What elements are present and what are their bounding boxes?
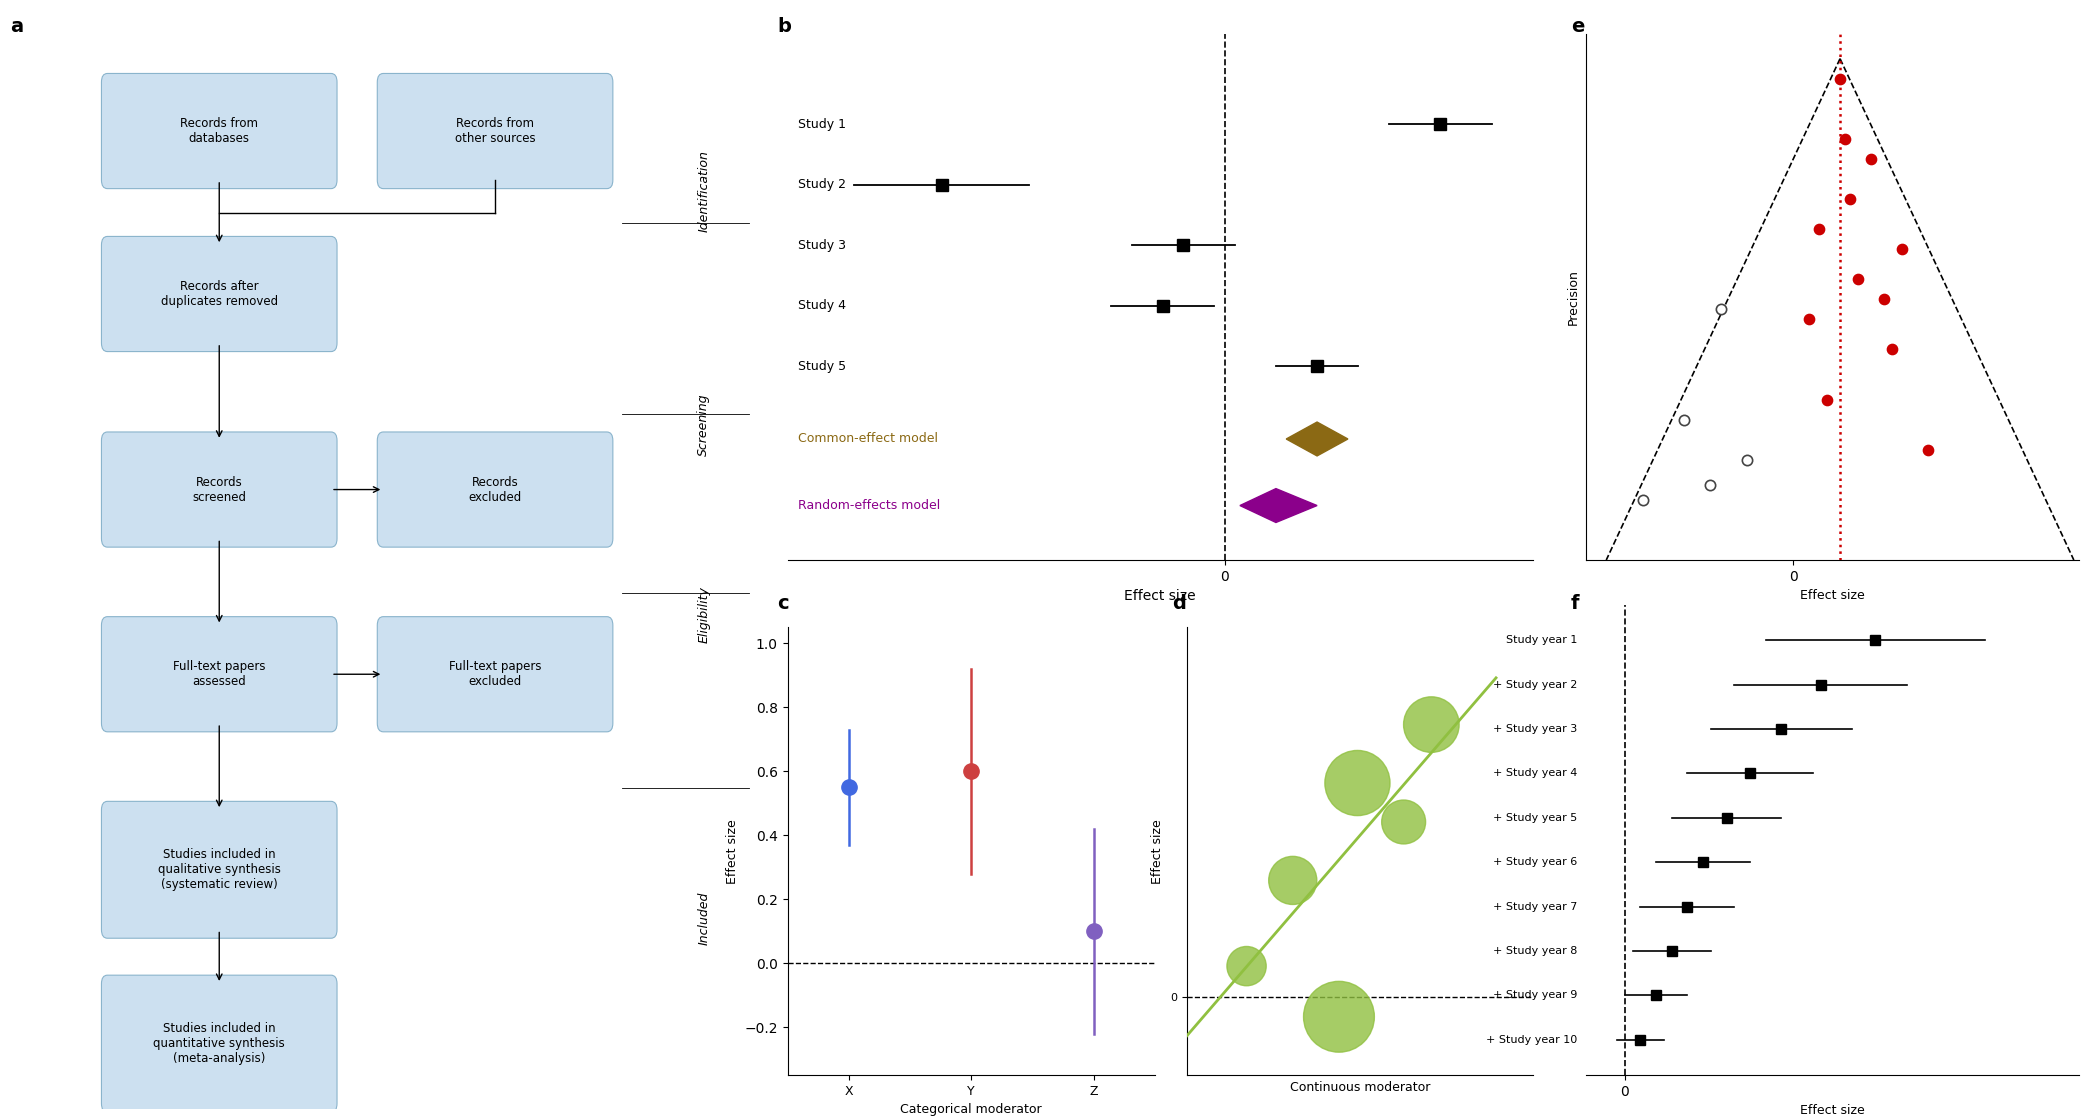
Text: Full-text papers
assessed: Full-text papers assessed (172, 661, 265, 688)
Point (1842, 270, 1875, 288)
FancyBboxPatch shape (378, 74, 613, 188)
FancyBboxPatch shape (101, 74, 336, 188)
X-axis label: Continuous moderator: Continuous moderator (1289, 1081, 1430, 1094)
Text: Records
screened: Records screened (193, 476, 246, 504)
Point (1340, 774, 1373, 792)
Text: Studies included in
quantitative synthesis
(meta-analysis): Studies included in quantitative synthes… (153, 1023, 286, 1065)
Text: + Study year 4: + Study year 4 (1493, 768, 1577, 778)
Point (1802, 221, 1835, 239)
Y-axis label: Effect size: Effect size (1151, 819, 1163, 884)
FancyBboxPatch shape (101, 236, 336, 352)
Point (1231, 958, 1264, 976)
Point (1854, 150, 1888, 168)
Point (1911, 441, 1945, 459)
Point (1703, 300, 1737, 318)
Text: + Study year 2: + Study year 2 (1493, 680, 1577, 690)
Polygon shape (1239, 488, 1317, 523)
Text: + Study year 8: + Study year 8 (1493, 946, 1577, 956)
FancyBboxPatch shape (101, 801, 336, 939)
Text: Full-text papers
excluded: Full-text papers excluded (449, 661, 542, 688)
Y-axis label: Effect size: Effect size (727, 819, 739, 884)
Point (1693, 476, 1726, 494)
Text: Included: Included (697, 892, 710, 945)
Point (1730, 450, 1764, 468)
X-axis label: Effect size: Effect size (1124, 589, 1197, 604)
Text: Common-effect model: Common-effect model (798, 432, 939, 446)
Text: + Study year 7: + Study year 7 (1493, 902, 1577, 912)
Point (1625, 491, 1659, 508)
Point (1667, 411, 1701, 429)
Text: + Study year 10: + Study year 10 (1487, 1035, 1577, 1045)
Text: e: e (1571, 17, 1583, 36)
Text: Study 2: Study 2 (798, 178, 846, 192)
Text: Study year 1: Study year 1 (1506, 635, 1577, 645)
X-axis label: Categorical moderator: Categorical moderator (901, 1103, 1042, 1117)
Text: c: c (777, 594, 790, 613)
Text: Records
excluded: Records excluded (468, 476, 521, 504)
FancyBboxPatch shape (101, 432, 336, 548)
Text: + Study year 5: + Study year 5 (1493, 813, 1577, 823)
Text: Identification: Identification (697, 150, 710, 232)
Point (1833, 190, 1867, 208)
Point (1791, 310, 1825, 328)
FancyBboxPatch shape (101, 617, 336, 731)
Polygon shape (1285, 422, 1348, 456)
Text: a: a (10, 17, 23, 36)
Point (1829, 130, 1863, 148)
Text: + Study year 3: + Study year 3 (1493, 724, 1577, 734)
X-axis label: Effect size: Effect size (1800, 589, 1865, 603)
Text: Study 4: Study 4 (798, 299, 846, 312)
Text: Random-effects model: Random-effects model (798, 500, 941, 512)
Point (1886, 240, 1919, 258)
Text: Study 1: Study 1 (798, 118, 846, 131)
Text: f: f (1571, 594, 1579, 613)
Text: d: d (1172, 594, 1186, 613)
Text: Screening: Screening (697, 393, 710, 456)
Text: Study 3: Study 3 (798, 239, 846, 252)
Text: Study 5: Study 5 (798, 360, 846, 373)
Text: + Study year 9: + Study year 9 (1493, 990, 1577, 1000)
Text: Records after
duplicates removed: Records after duplicates removed (162, 280, 277, 308)
Point (1810, 391, 1844, 409)
Text: Eligibility: Eligibility (697, 586, 710, 643)
Point (1386, 813, 1420, 831)
Text: Records from
other sources: Records from other sources (456, 118, 536, 146)
Point (1415, 716, 1449, 734)
Text: Records from
databases: Records from databases (181, 118, 258, 146)
Point (1867, 290, 1901, 308)
Text: b: b (777, 17, 792, 36)
Point (1875, 340, 1909, 358)
FancyBboxPatch shape (378, 617, 613, 731)
X-axis label: Effect size: Effect size (1800, 1104, 1865, 1118)
Point (1277, 871, 1310, 889)
Text: Studies included in
qualitative synthesis
(systematic review): Studies included in qualitative synthesi… (158, 848, 281, 892)
Y-axis label: Precision: Precision (1567, 269, 1579, 325)
Text: + Study year 6: + Study year 6 (1493, 857, 1577, 867)
Point (1323, 1008, 1357, 1026)
Point (1823, 69, 1856, 87)
FancyBboxPatch shape (101, 976, 336, 1112)
FancyBboxPatch shape (378, 432, 613, 548)
